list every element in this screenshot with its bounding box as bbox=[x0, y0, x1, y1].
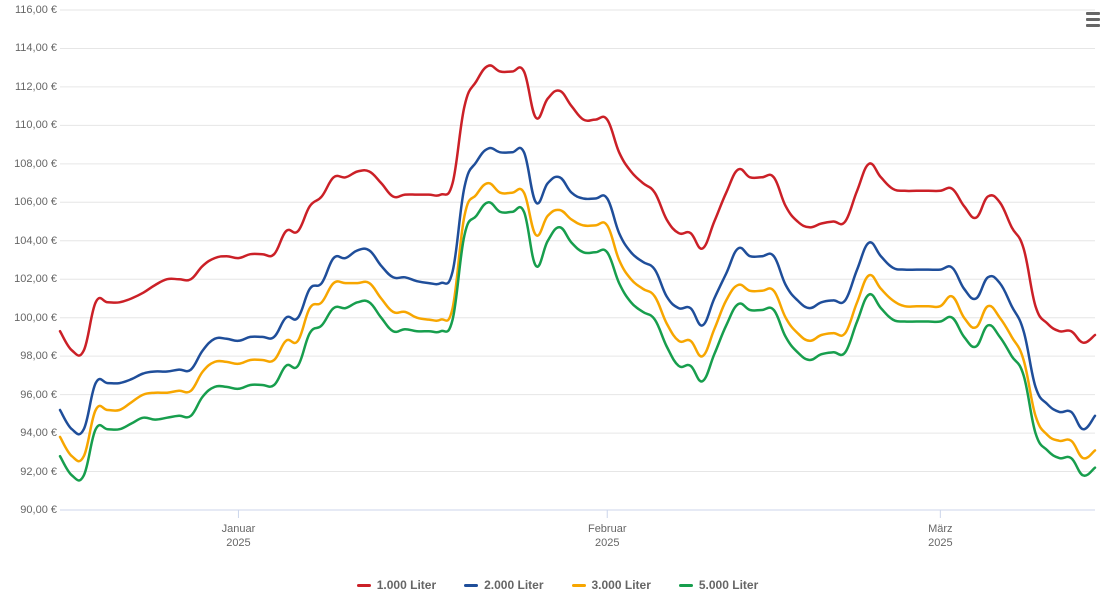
y-axis-tick-label: 100,00 € bbox=[14, 312, 57, 324]
legend-item[interactable]: 5.000 Liter bbox=[679, 578, 758, 592]
legend-swatch bbox=[679, 584, 693, 587]
legend-label: 1.000 Liter bbox=[377, 578, 436, 592]
legend-label: 2.000 Liter bbox=[484, 578, 543, 592]
y-axis-tick-label: 98,00 € bbox=[20, 350, 57, 362]
y-axis-tick-label: 108,00 € bbox=[14, 158, 57, 170]
legend-swatch bbox=[357, 584, 371, 587]
x-axis-tick-label: Januar2025 bbox=[222, 522, 256, 551]
x-axis-tick-label: Februar2025 bbox=[588, 522, 627, 551]
y-axis-tick-label: 94,00 € bbox=[20, 427, 57, 439]
y-axis-tick-label: 110,00 € bbox=[15, 119, 57, 131]
price-chart: 90,00 € 92,00 € 94,00 € 96,00 € 98,00 € 100,0… bbox=[0, 0, 1115, 608]
y-axis-tick-label: 106,00 € bbox=[14, 196, 57, 208]
legend-label: 3.000 Liter bbox=[592, 578, 651, 592]
y-axis-tick-label: 92,00 € bbox=[20, 466, 57, 478]
legend-item[interactable]: 2.000 Liter bbox=[464, 578, 543, 592]
y-axis-tick-label: 116,00 € bbox=[15, 4, 57, 16]
y-axis-tick-label: 104,00 € bbox=[14, 235, 57, 247]
x-axis-tick-label: März2025 bbox=[928, 522, 952, 551]
legend-swatch bbox=[572, 584, 586, 587]
legend-item[interactable]: 1.000 Liter bbox=[357, 578, 436, 592]
y-axis-tick-label: 114,00 € bbox=[15, 42, 57, 54]
y-axis-tick-label: 90,00 € bbox=[20, 504, 57, 516]
chart-plot-area bbox=[0, 0, 1115, 608]
series-line bbox=[60, 65, 1095, 355]
chart-legend: 1.000 Liter 2.000 Liter 3.000 Liter 5.000 L… bbox=[0, 576, 1115, 593]
legend-swatch bbox=[464, 584, 478, 587]
legend-label: 5.000 Liter bbox=[699, 578, 758, 592]
y-axis-tick-label: 96,00 € bbox=[20, 389, 57, 401]
y-axis-tick-label: 112,00 € bbox=[15, 81, 57, 93]
legend-item[interactable]: 3.000 Liter bbox=[572, 578, 651, 592]
series-line bbox=[60, 202, 1095, 480]
y-axis-tick-label: 102,00 € bbox=[14, 273, 57, 285]
